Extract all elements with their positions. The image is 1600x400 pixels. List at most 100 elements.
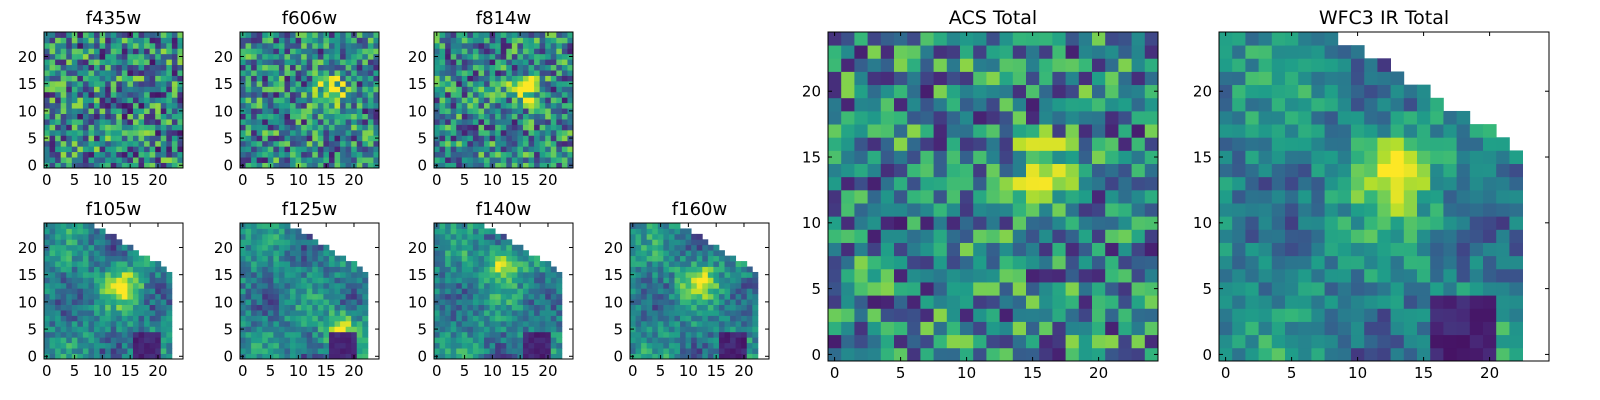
heatmap-cell (94, 348, 100, 354)
heatmap-cell (450, 146, 457, 153)
heatmap-cell (240, 282, 246, 289)
heatmap-cell (867, 110, 882, 125)
heatmap-cell (127, 80, 134, 87)
heatmap-cell (724, 315, 731, 322)
heatmap-cell (1377, 268, 1391, 283)
heatmap-cell (1105, 268, 1119, 283)
heatmap-cell (461, 337, 468, 344)
heatmap-cell (484, 97, 490, 104)
heatmap-cell (946, 84, 961, 99)
heatmap-cell (82, 42, 89, 49)
heatmap-cell (472, 304, 479, 311)
heatmap-cell (550, 146, 557, 153)
heatmap-cell (362, 53, 369, 60)
heatmap-cell (306, 337, 313, 344)
panel-title: f140w (476, 199, 531, 220)
heatmap-cell (1219, 255, 1233, 270)
heatmap-cell (730, 266, 737, 273)
heatmap-cell (127, 108, 134, 114)
heatmap-cell (528, 326, 535, 333)
heatmap-cell (256, 146, 263, 153)
heatmap-cell (262, 233, 269, 240)
heatmap-cell (999, 347, 1014, 362)
heatmap-cell (434, 261, 440, 267)
heatmap-cell (132, 48, 139, 55)
heatmap-cell (545, 315, 552, 322)
heatmap-cell (82, 97, 89, 104)
heatmap-cell (500, 266, 507, 273)
heatmap-cell (138, 310, 145, 316)
heatmap-cell (517, 255, 524, 262)
heatmap-cell (456, 315, 463, 322)
heatmap-cell (657, 315, 664, 322)
heatmap-cell (177, 48, 184, 55)
heatmap-cell (461, 157, 468, 163)
heatmap-cell (456, 129, 463, 136)
heatmap-cell (82, 80, 89, 87)
heatmap-cell (534, 48, 541, 55)
heatmap-cell (132, 337, 139, 344)
heatmap-cell (1364, 334, 1378, 349)
heatmap-cell (663, 277, 670, 284)
heatmap-cell (517, 348, 524, 354)
heatmap-cell (273, 282, 280, 289)
heatmap-cell (1052, 150, 1066, 164)
heatmap-cell (646, 310, 653, 316)
heatmap-cell (933, 347, 948, 362)
heatmap-cell (290, 140, 296, 147)
heatmap-cell (539, 146, 546, 153)
heatmap-cell (652, 223, 659, 229)
heatmap-cell (894, 137, 908, 151)
heatmap-cell (55, 113, 62, 120)
heatmap-cell (828, 189, 842, 204)
heatmap-cell (534, 348, 541, 354)
heatmap-cell (82, 37, 89, 44)
heatmap-cell (707, 353, 714, 360)
heatmap-cell (561, 102, 568, 109)
heatmap-cell (702, 261, 709, 267)
heatmap-cell (718, 310, 725, 316)
heatmap-cell (746, 331, 753, 338)
heatmap-cell (290, 48, 296, 55)
heatmap-cell (1144, 334, 1159, 349)
heatmap-cell (60, 91, 67, 98)
heatmap-cell (55, 70, 62, 76)
heatmap-cell (472, 42, 479, 49)
heatmap-cell (674, 255, 681, 262)
heatmap-cell (920, 347, 934, 362)
x-tick-label: 15 (317, 362, 336, 380)
heatmap-cell (66, 119, 73, 125)
heatmap-cell (867, 97, 882, 112)
heatmap-cell (262, 32, 269, 38)
heatmap-cell (88, 113, 95, 120)
heatmap-cell (946, 334, 961, 349)
heatmap-cell (445, 124, 452, 131)
heatmap-cell (273, 271, 280, 278)
heatmap-cell (724, 310, 731, 316)
heatmap-cell (946, 308, 961, 322)
panel-title: f105w (86, 199, 141, 220)
heatmap-cell (946, 229, 961, 243)
heatmap-cell (439, 244, 446, 251)
heatmap-cell (132, 135, 139, 142)
heatmap-cell (456, 310, 463, 316)
heatmap-cell (110, 37, 117, 44)
heatmap-cell (1351, 347, 1365, 362)
heatmap-cell (71, 315, 78, 322)
heatmap-cell (495, 233, 502, 240)
heatmap-cell (986, 216, 1000, 230)
heatmap-cell (312, 80, 319, 87)
heatmap-cell (828, 242, 842, 257)
heatmap-cell (317, 315, 324, 322)
heatmap-cell (328, 342, 335, 349)
heatmap-cell (88, 320, 95, 327)
heatmap-cell (973, 137, 987, 151)
heatmap-cell (1105, 84, 1119, 99)
heatmap-cell (340, 157, 347, 163)
heatmap-cell (1298, 255, 1312, 270)
heatmap-cell (517, 53, 524, 60)
heatmap-cell (278, 135, 285, 142)
heatmap-cell (534, 337, 541, 344)
heatmap-cell (534, 91, 541, 98)
heatmap-cell (273, 250, 280, 257)
